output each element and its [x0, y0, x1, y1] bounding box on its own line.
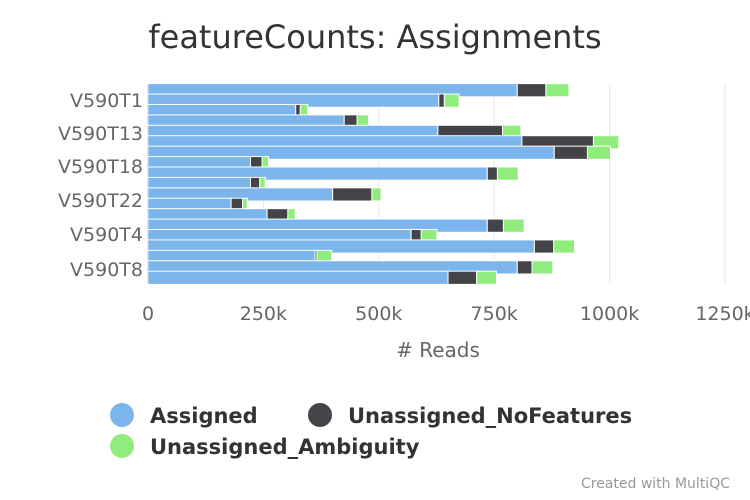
- legend-item-label[interactable]: Unassigned_Ambiguity: [150, 435, 420, 459]
- bar-segment[interactable]: [502, 218, 525, 233]
- bar-segment[interactable]: [443, 93, 460, 108]
- legend[interactable]: Assigned Unassigned_NoFeatures Unassigned_…: [110, 403, 632, 459]
- y-category-label: V590T22: [58, 190, 143, 212]
- bar-segment[interactable]: [586, 145, 612, 160]
- legend-item-label[interactable]: Unassigned_NoFeatures: [348, 404, 632, 428]
- x-tick-label: 1000k: [580, 303, 639, 325]
- bar-segment[interactable]: [553, 145, 588, 160]
- bar-segment[interactable]: [147, 270, 449, 285]
- bar-segment[interactable]: [533, 239, 555, 254]
- y-category-label: V590T4: [70, 224, 143, 246]
- bar-segment[interactable]: [531, 260, 554, 275]
- y-category-label: V590T13: [58, 123, 143, 145]
- credit-text[interactable]: Created with MultiQC: [581, 476, 730, 492]
- bar-segment[interactable]: [476, 270, 498, 285]
- bar-segment[interactable]: [486, 166, 498, 181]
- y-category-label: V590T1: [70, 90, 143, 112]
- bar-segment[interactable]: [545, 83, 570, 98]
- x-tick-label: 250k: [240, 303, 287, 325]
- bar-segment[interactable]: [486, 218, 504, 233]
- bar-segment[interactable]: [553, 239, 576, 254]
- y-category-label: V590T8: [70, 259, 143, 281]
- bar-segment[interactable]: [516, 260, 533, 275]
- bar-segment[interactable]: [516, 83, 547, 98]
- x-tick-label: 0: [142, 303, 154, 325]
- legend-marker: [308, 403, 332, 427]
- legend-item-label[interactable]: Assigned: [150, 404, 258, 428]
- bars[interactable]: [147, 83, 620, 285]
- bar-segment[interactable]: [371, 187, 382, 202]
- x-axis-label: # Reads: [396, 338, 480, 362]
- legend-marker: [110, 434, 134, 458]
- x-tick-label: 500k: [355, 303, 402, 325]
- x-tick-label: 1250k: [695, 303, 750, 325]
- bar-segment[interactable]: [496, 166, 519, 181]
- y-category-label: V590T18: [58, 156, 143, 178]
- chart-title: featureCounts: Assignments: [148, 18, 601, 56]
- bar-segment[interactable]: [447, 270, 478, 285]
- axes: 0 250k 500k 750k 1000k 1250k V590T1 V590T13 V590…: [58, 85, 750, 325]
- bar-segment[interactable]: [332, 187, 373, 202]
- bar-segment[interactable]: [438, 93, 445, 108]
- legend-marker: [110, 403, 134, 427]
- x-tick-label: 750k: [471, 303, 518, 325]
